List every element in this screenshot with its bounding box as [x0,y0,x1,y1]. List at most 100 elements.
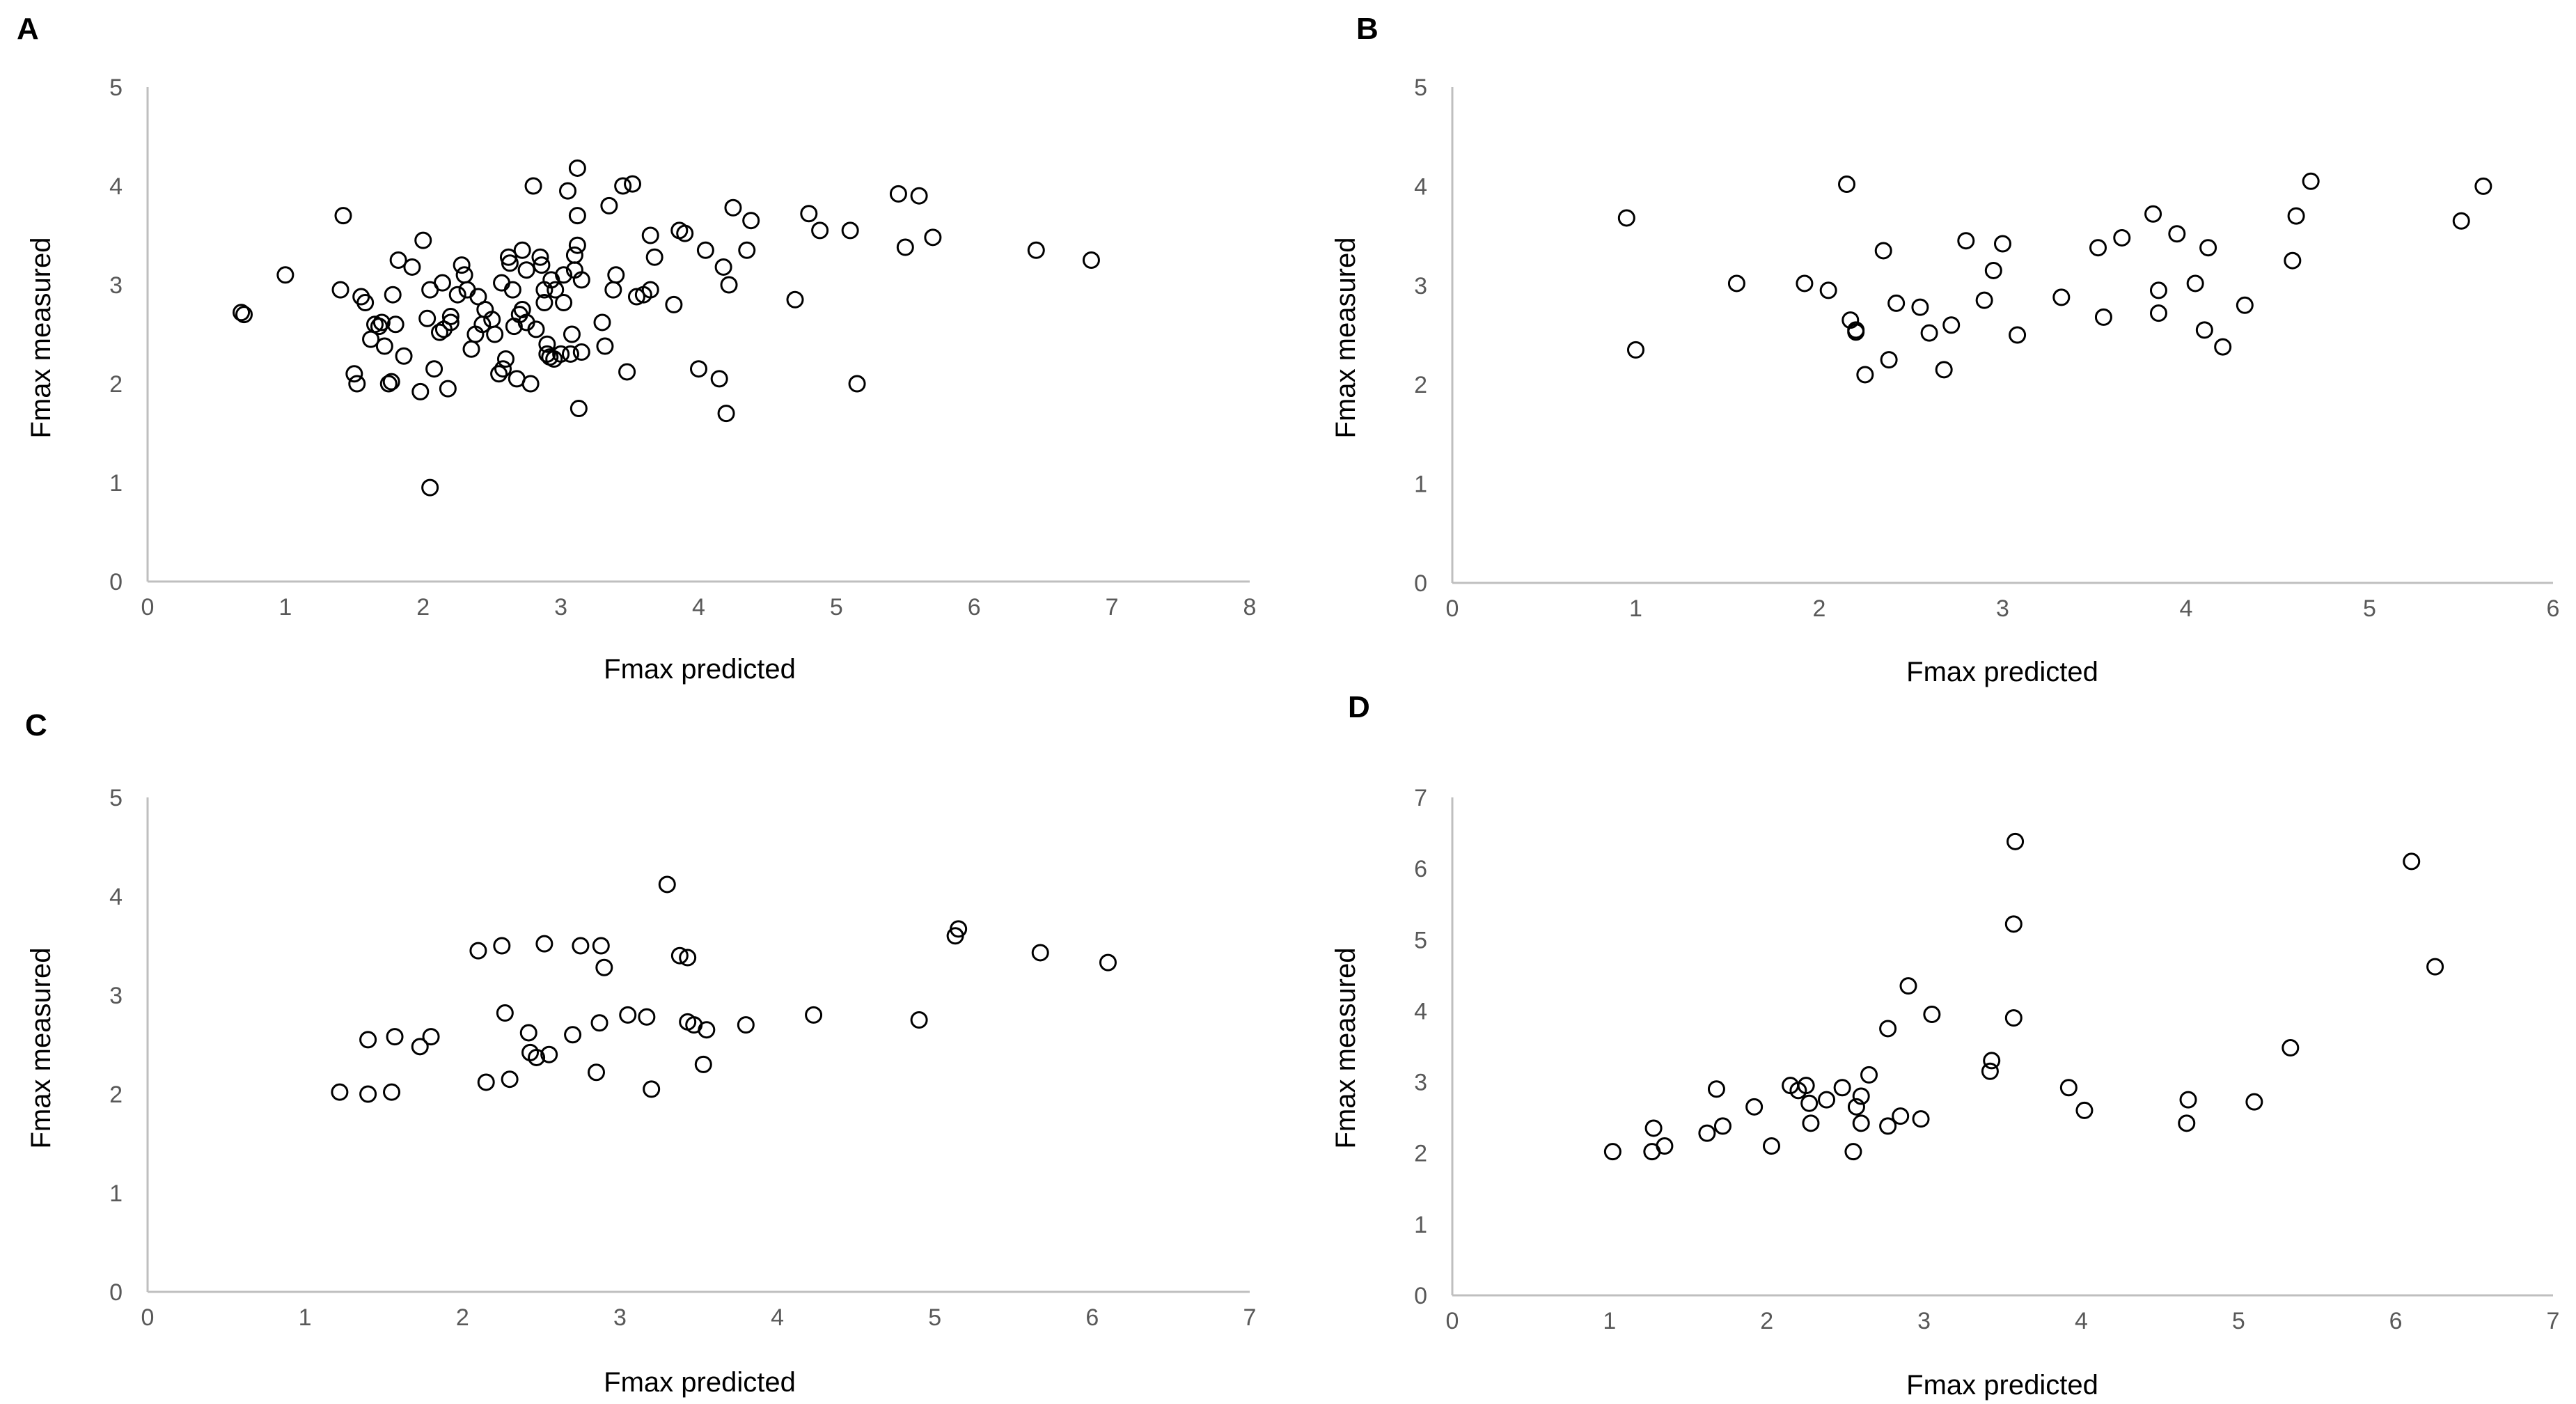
panel-c-data-point [643,1080,661,1098]
panel-a-data-point [517,261,535,279]
panel-a-data-point [568,236,586,254]
panel-c-data-point [698,1021,716,1039]
panel-a-data-point [848,375,866,393]
panel-a-data-point [1027,241,1045,259]
panel-a-data-point [375,337,393,355]
panel-a-data-point [561,345,579,363]
panel-c-y-tick-label: 2 [109,1082,123,1108]
panel-a-data-point [572,343,590,361]
panel-a-data-point [370,318,388,336]
panel-c-data-point [638,1008,656,1026]
panel-a-data-point [641,226,659,244]
panel-a-y-tick-label: 2 [109,371,123,398]
panel-a-data-point [458,281,476,299]
panel-a-data-point [889,185,907,203]
panel-a-data-point [501,254,519,272]
panel-b-data-point [1838,176,1856,194]
panel-d-x-tick-label: 2 [1760,1308,1773,1334]
panel-c-data-point [910,1011,928,1029]
panel-a-data-point [494,360,512,378]
panel-a: A Fmax predicted Fmax measured 0 1 2 3 4 5 6 7 8… [17,12,1256,685]
panel-c-data-point [411,1038,429,1056]
panel-a-data-point [607,266,625,284]
panel-b-y-tick-label: 4 [1414,173,1427,200]
panel-b-x-tick-label: 6 [2547,595,2560,622]
panel-c-y-tick-label: 5 [109,785,123,811]
panel-b-y-tick-label: 3 [1414,273,1427,299]
panel-c-data-point [359,1085,377,1103]
panel-b-data-point [1935,361,1953,379]
panel-a-data-point [384,286,402,304]
panel-c-data-point [590,1014,608,1032]
panel-a-x-tick-label: 8 [1243,594,1257,621]
panel-b-data-point [1942,316,1961,334]
panel-c-data-point [496,1004,514,1022]
panel-b-data-point [1984,261,2002,279]
panel-d-x-tick-label: 1 [1603,1308,1616,1334]
panel-c-data-point [535,935,553,953]
panel-a-data-point [742,212,760,230]
panel-d: D Fmax predicted Fmax measured 0 1 2 3 4 5 6 70… [1330,690,2559,1401]
panel-b-data-point [2214,338,2232,356]
panel-c-data-point [679,949,697,967]
panel-b-data-point [2149,304,2167,322]
panel-a-data-point [348,375,366,393]
panel-c-x-tick-label: 6 [1085,1304,1099,1331]
panel-b-data-point [1920,324,1938,342]
panel-a-y-tick-label: 5 [109,75,123,101]
panel-b-plot: 0 1 2 3 4 5 6 0 1 2 3 4 5 [1414,75,2559,622]
panel-b-data-point [2186,274,2204,292]
panel-b-data-point [1880,351,1898,369]
panel-a-data-point [696,241,714,259]
panel-c-data-point [359,1031,377,1049]
panel-d-data-point [1983,1052,2001,1070]
panel-a-x-tick-label: 6 [968,594,981,621]
panel-b-data-point [2089,239,2107,257]
panel-a-data-point [568,159,586,177]
panel-d-data-point [2004,1009,2023,1027]
panel-a-data-point [490,365,508,383]
panel-a-data-point [462,340,480,358]
panel-b-y-tick-label: 2 [1414,372,1427,398]
panel-a-y-tick-label: 1 [109,470,123,497]
panel-a-data-point [538,335,556,353]
panel-b-data-point [2452,212,2470,230]
panel-d-data-point [1852,1114,1870,1132]
panel-b-data-point [1856,366,1874,384]
panel-c-data-point [592,937,610,955]
panel-d-data-point [1818,1091,1836,1109]
panel-d-data-point [2178,1114,2196,1132]
panel-a-data-point [503,281,521,299]
panel-b-data-point [1847,323,1865,341]
panel-a-data-point [559,182,577,200]
panel-a-data-point [738,241,756,259]
panel-c-data-point [950,920,968,938]
panel-d-data-point [1892,1107,1910,1125]
panel-b-y-axis-title: Fmax measured [1330,237,1361,439]
panel-a-data-point [593,313,611,332]
panel-a-x-tick-label: 3 [554,594,567,621]
panel-d-data-point [1899,977,1917,995]
panel-d-x-tick-label: 5 [2232,1308,2245,1334]
panel-a-data-point [604,281,622,299]
panel-c-data-point [572,937,590,955]
panel-a-data-point [714,258,732,276]
panel-a-y-tick-label: 4 [109,173,123,200]
panel-a-y-axis-title: Fmax measured [26,237,56,439]
panel-a-data-point [425,360,443,378]
panel-a-data-point [486,325,504,343]
panel-d-y-tick-label: 3 [1414,1070,1427,1096]
panel-b-data-point [1627,341,1644,359]
panel-a-data-point [513,241,531,259]
panel-a-data-point [563,325,581,343]
panel-a-data-point [521,375,540,393]
panel-a-data-point [614,177,632,195]
panel-c-x-tick-label: 5 [928,1304,941,1331]
panel-d-x-axis-title: Fmax predicted [1906,1370,2098,1401]
panel-b-data-point [2287,207,2305,225]
panel-a-data-point [641,281,659,299]
panel-c-x-tick-label: 7 [1243,1304,1257,1331]
panel-d-data-point [1800,1094,1819,1112]
panel-d-data-point [1656,1137,1674,1155]
panel-a-data-point [841,221,859,240]
